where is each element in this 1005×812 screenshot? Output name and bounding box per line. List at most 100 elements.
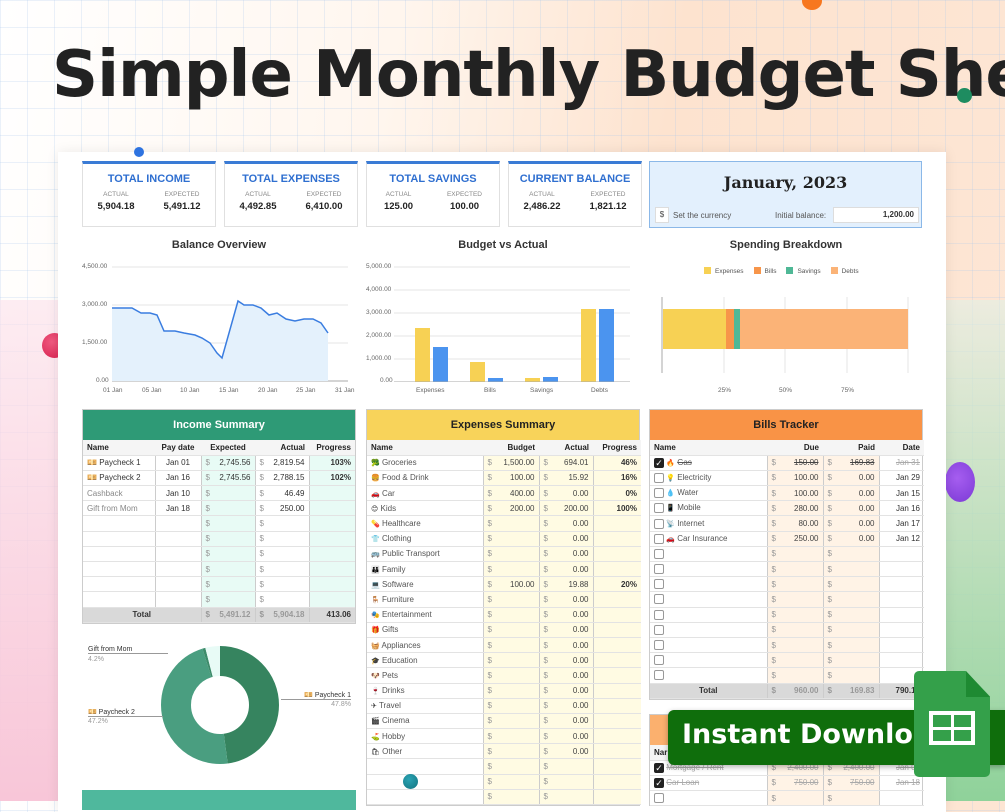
- table-row[interactable]: 😊 Kids $200.00 $200.00 100%: [367, 500, 641, 517]
- initial-balance-input[interactable]: 1,200.00: [833, 207, 919, 223]
- y-tick: 2,000.00: [366, 332, 392, 339]
- bill-icon: 📡: [666, 520, 675, 528]
- checkbox[interactable]: [654, 488, 664, 499]
- table-row[interactable]: 🚗 Car Insurance $250.00 $0.00 Jan 12: [650, 531, 924, 547]
- checkbox[interactable]: [654, 564, 664, 575]
- bill-icon: 💡: [666, 475, 675, 483]
- table-row-empty[interactable]: $ $: [650, 546, 924, 563]
- table-row-empty[interactable]: $ $: [650, 652, 924, 669]
- table-row[interactable]: 🍷 Drinks $ $0.00: [367, 683, 641, 699]
- x-tick: Debts: [591, 387, 608, 394]
- table-row[interactable]: ✓ Car Loan $750.00 $750.00 Jan 18: [650, 775, 924, 792]
- checkbox[interactable]: [654, 518, 664, 529]
- card-total-income: TOTAL INCOME ACTUAL 5,904.18 EXPECTED 5,491…: [82, 161, 216, 227]
- category-icon: 🚌: [371, 551, 380, 559]
- table-row[interactable]: ✓ 🔥 Gas $150.00 $169.83 Jan 31: [650, 455, 924, 471]
- table-row-empty[interactable]: $ $: [367, 789, 641, 806]
- table-row[interactable]: Cashback Jan 10 $ $46.49: [83, 485, 355, 502]
- checkbox[interactable]: [654, 548, 664, 559]
- category-icon: 🍔: [371, 475, 380, 483]
- table-row[interactable]: 🎭 Entertainment $ $0.00: [367, 607, 641, 623]
- value-expected: 1,821.12: [589, 201, 627, 212]
- legend-bills: Bills: [753, 267, 776, 275]
- table-row[interactable]: 💴 Paycheck 1 Jan 01 $2,745.56 $2,819.54 103%: [83, 455, 355, 471]
- category-icon: 💊: [371, 521, 380, 529]
- table-row[interactable]: 🎁 Gifts $ $0.00: [367, 622, 641, 638]
- category-icon: 🐶: [371, 672, 380, 680]
- checkbox[interactable]: [654, 472, 664, 483]
- checkbox[interactable]: [654, 579, 664, 590]
- table-row[interactable]: 🍔 Food & Drink $100.00 $15.92 16%: [367, 470, 641, 487]
- table-row-empty[interactable]: $ $: [650, 607, 924, 623]
- table-row[interactable]: 🪑 Furniture $ $0.00: [367, 591, 641, 608]
- table-row[interactable]: 🚗 Car $400.00 $0.00 0%: [367, 485, 641, 502]
- table-row-empty[interactable]: $ $: [367, 758, 641, 775]
- currency-input[interactable]: $: [655, 207, 669, 223]
- col-progress: Progress: [593, 440, 641, 456]
- y-tick: 1,000.00: [366, 355, 392, 362]
- table-row-empty[interactable]: $ $: [83, 561, 355, 578]
- table-row[interactable]: 🐶 Pets $ $0.00: [367, 667, 641, 684]
- checkbox[interactable]: ✓: [654, 777, 664, 788]
- checkbox[interactable]: [654, 640, 664, 651]
- table-row-empty[interactable]: $ $: [83, 515, 355, 532]
- col-actual: Actual: [255, 440, 309, 456]
- income-donut-chart: [161, 646, 279, 764]
- y-tick: 4,500.00: [82, 263, 108, 270]
- income-summary-table: Income Summary Name Pay date Expected Ac…: [82, 409, 356, 624]
- checkbox[interactable]: [654, 624, 664, 635]
- table-row[interactable]: 🧺 Appliances $ $0.00: [367, 637, 641, 654]
- table-row[interactable]: 📡 Internet $80.00 $0.00 Jan 17: [650, 515, 924, 532]
- table-row[interactable]: 📱 Mobile $280.00 $0.00 Jan 16: [650, 500, 924, 517]
- table-row[interactable]: 💴 Paycheck 2 Jan 16 $2,745.56 $2,788.15 102%: [83, 470, 355, 487]
- month-title: January, 2023: [723, 173, 848, 192]
- decor-dot-purple: [945, 462, 975, 502]
- table-row[interactable]: 💻 Software $100.00 $19.88 20%: [367, 576, 641, 593]
- table-row[interactable]: ✈ Travel $ $0.00: [367, 698, 641, 714]
- table-row-empty[interactable]: $ $: [650, 576, 924, 593]
- table-row-empty[interactable]: $ $: [367, 774, 641, 790]
- checkbox[interactable]: [654, 670, 664, 681]
- table-row[interactable]: 🎓 Education $ $0.00: [367, 652, 641, 669]
- table-row[interactable]: Gift from Mom Jan 18 $ $250.00: [83, 500, 355, 517]
- table-row-empty[interactable]: $ $: [83, 531, 355, 547]
- table-row[interactable]: 💧 Water $100.00 $0.00 Jan 15: [650, 485, 924, 502]
- income-summary-header: Income Summary: [83, 410, 355, 440]
- x-tick: 75%: [841, 387, 855, 394]
- table-row[interactable]: ⛳ Hobby $ $0.00: [367, 728, 641, 745]
- table-row-empty[interactable]: $ $: [650, 637, 924, 654]
- table-row-empty[interactable]: $ $: [650, 667, 924, 684]
- table-row[interactable]: 🥦 Groceries $1,500.00 $694.01 46%: [367, 455, 641, 471]
- donut-label-gift: Gift from Mom: [88, 646, 168, 654]
- card-title: TOTAL INCOME: [107, 173, 191, 185]
- checkbox[interactable]: [654, 594, 664, 605]
- table-row[interactable]: 👪 Family $ $0.00: [367, 561, 641, 578]
- value-actual: 125.00: [383, 201, 414, 212]
- checkbox[interactable]: ✓: [654, 457, 664, 468]
- table-row[interactable]: 🚌 Public Transport $ $0.00: [367, 546, 641, 563]
- header-row: Name Due Paid Date: [650, 440, 924, 456]
- y-tick: 1,500.00: [82, 339, 108, 346]
- checkbox[interactable]: [654, 609, 664, 620]
- value-expected: 5,491.12: [163, 201, 201, 212]
- card-total-expenses: TOTAL EXPENSES ACTUAL 4,492.85 EXPECTED 6,4…: [224, 161, 358, 227]
- table-row-empty[interactable]: $ $: [650, 561, 924, 578]
- table-row-empty[interactable]: $ $: [83, 576, 355, 593]
- table-row[interactable]: 👕 Clothing $ $0.00: [367, 531, 641, 547]
- table-row-empty[interactable]: $ $: [83, 591, 355, 608]
- table-row[interactable]: 💊 Healthcare $ $0.00: [367, 515, 641, 532]
- table-row-empty[interactable]: $ $: [650, 790, 924, 807]
- table-row[interactable]: 💡 Electricity $100.00 $0.00 Jan 29: [650, 470, 924, 487]
- table-row-empty[interactable]: $ $: [83, 546, 355, 563]
- checkbox[interactable]: [654, 533, 664, 544]
- checkbox[interactable]: [654, 793, 664, 804]
- checkbox[interactable]: [654, 655, 664, 666]
- table-row-empty[interactable]: $ $: [650, 622, 924, 638]
- y-tick: 4,000.00: [366, 286, 392, 293]
- checkbox[interactable]: ✓: [654, 762, 664, 773]
- table-row[interactable]: 🛍 Other $ $0.00: [367, 743, 641, 760]
- table-row-empty[interactable]: $ $: [650, 591, 924, 608]
- checkbox[interactable]: [654, 503, 664, 514]
- instant-download-label: Instant Download: [682, 719, 951, 750]
- table-row[interactable]: 🎬 Cinema $ $0.00: [367, 713, 641, 730]
